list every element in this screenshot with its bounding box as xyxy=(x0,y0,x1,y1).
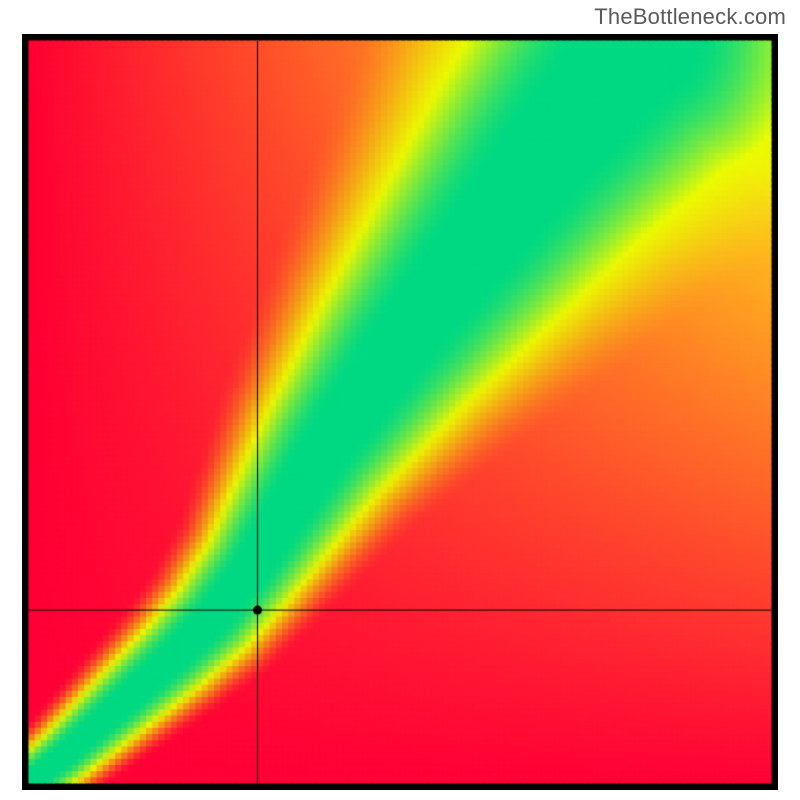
bottleneck-heatmap xyxy=(22,34,778,790)
watermark-text: TheBottleneck.com xyxy=(594,4,786,30)
